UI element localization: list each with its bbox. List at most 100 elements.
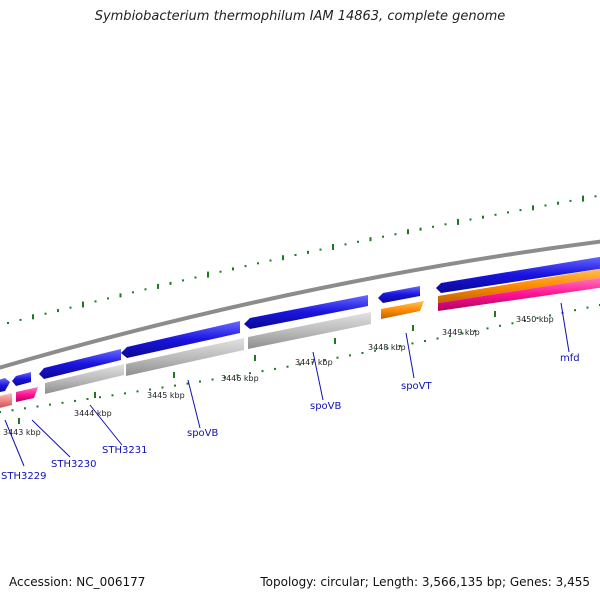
scale-dot bbox=[511, 322, 514, 325]
gene-label: spoVB bbox=[310, 401, 342, 412]
scale-dot bbox=[399, 344, 401, 347]
scale-dot bbox=[361, 352, 364, 354]
gc-tick bbox=[94, 300, 97, 303]
gc-tick bbox=[169, 281, 172, 285]
gc-tick bbox=[294, 254, 297, 256]
scale-dot bbox=[186, 382, 189, 385]
gc-tick bbox=[332, 244, 334, 250]
scale-dot bbox=[261, 370, 264, 373]
scale-dot bbox=[536, 317, 539, 320]
scale-dot bbox=[224, 376, 226, 379]
gc-tick bbox=[282, 255, 284, 261]
scale-dot bbox=[161, 386, 164, 389]
gc-tick bbox=[569, 199, 572, 202]
scale-dot bbox=[199, 380, 201, 383]
gc-tick bbox=[307, 250, 309, 254]
scale-dot bbox=[11, 409, 14, 412]
scale-dot bbox=[236, 374, 239, 377]
gc-tick bbox=[269, 259, 272, 262]
gc-tick bbox=[319, 248, 322, 251]
gc-tick bbox=[19, 318, 22, 321]
gc-tick bbox=[232, 267, 234, 271]
scale-dot bbox=[0, 411, 1, 413]
scale-label: 3446 kbp bbox=[221, 374, 259, 383]
pink-feature bbox=[16, 387, 38, 402]
gene-arrow bbox=[244, 295, 368, 329]
scale-dot bbox=[586, 306, 589, 309]
scale-dot bbox=[49, 403, 51, 406]
scale-dot bbox=[311, 361, 314, 364]
scale-dot bbox=[149, 388, 151, 391]
scale-label: 3443 kbp bbox=[3, 428, 41, 437]
gc-content-track bbox=[0, 195, 600, 413]
scale-dot bbox=[61, 401, 64, 404]
scale-dot bbox=[449, 335, 451, 337]
gc-tick bbox=[444, 223, 447, 226]
gc-tick bbox=[519, 209, 522, 212]
scale-dot bbox=[524, 319, 526, 322]
gc-tick bbox=[219, 270, 222, 273]
gc-tick bbox=[407, 229, 409, 235]
gc-tick bbox=[582, 195, 584, 202]
gc-tick bbox=[369, 237, 372, 242]
gc-tick bbox=[394, 233, 397, 236]
gene-arrow bbox=[12, 372, 31, 386]
scale-dot bbox=[349, 354, 351, 357]
scale-dot bbox=[124, 392, 126, 395]
orange-feature bbox=[438, 268, 600, 303]
scale-dot bbox=[374, 349, 376, 352]
scale-dot bbox=[286, 365, 289, 368]
gc-tick bbox=[107, 297, 109, 300]
gene-arrow bbox=[378, 286, 420, 303]
scale-dot bbox=[386, 347, 389, 350]
scale-dot bbox=[99, 396, 101, 399]
scale-dot bbox=[424, 340, 426, 342]
gc-tick bbox=[544, 204, 547, 207]
pink-feature bbox=[438, 277, 600, 311]
gc-tick bbox=[532, 205, 534, 211]
scale-ticks bbox=[18, 311, 496, 424]
gc-tick bbox=[594, 195, 597, 198]
gc-tick bbox=[432, 225, 434, 228]
gc-tick bbox=[144, 288, 147, 291]
scale-dot bbox=[574, 309, 576, 312]
scale-dot bbox=[24, 407, 26, 410]
scale-dot bbox=[299, 363, 301, 366]
scale-dot bbox=[249, 372, 251, 375]
gene-arrow bbox=[121, 321, 240, 358]
scale-dot bbox=[174, 384, 176, 387]
accession-label: Accession: NC_006177 bbox=[9, 575, 146, 589]
gc-tick bbox=[382, 235, 384, 238]
scale-label: 3445 kbp bbox=[147, 391, 185, 400]
scale-dot bbox=[36, 405, 39, 408]
scale-dot bbox=[411, 342, 414, 345]
gc-tick bbox=[469, 218, 472, 221]
gene-arrow-reverse bbox=[126, 338, 244, 376]
genome-backbone bbox=[0, 239, 600, 370]
gc-tick bbox=[494, 213, 497, 216]
gc-tick bbox=[82, 301, 84, 308]
gc-tick bbox=[69, 306, 72, 309]
scale-dot bbox=[474, 329, 476, 332]
gc-tick bbox=[557, 201, 559, 205]
gene-label: mfd bbox=[560, 353, 580, 364]
gc-tick bbox=[194, 276, 197, 279]
gene-arrow bbox=[436, 256, 600, 293]
gene-arrow-reverse bbox=[45, 364, 124, 394]
scale-dot bbox=[86, 398, 89, 400]
scale-dot bbox=[336, 356, 339, 359]
gc-tick bbox=[419, 227, 422, 231]
scale-dot bbox=[111, 394, 114, 397]
gc-tick bbox=[157, 283, 159, 289]
scale-dot bbox=[486, 327, 489, 330]
gene-label: spoVT bbox=[401, 381, 433, 392]
gene-label: STH3231 bbox=[102, 445, 147, 456]
scale-dot bbox=[324, 359, 326, 361]
gc-tick bbox=[182, 279, 184, 282]
gc-tick bbox=[507, 211, 509, 214]
scale-dot bbox=[274, 367, 276, 370]
gc-tick bbox=[244, 265, 247, 268]
gc-tick bbox=[132, 291, 134, 294]
scale-dot bbox=[549, 314, 551, 317]
